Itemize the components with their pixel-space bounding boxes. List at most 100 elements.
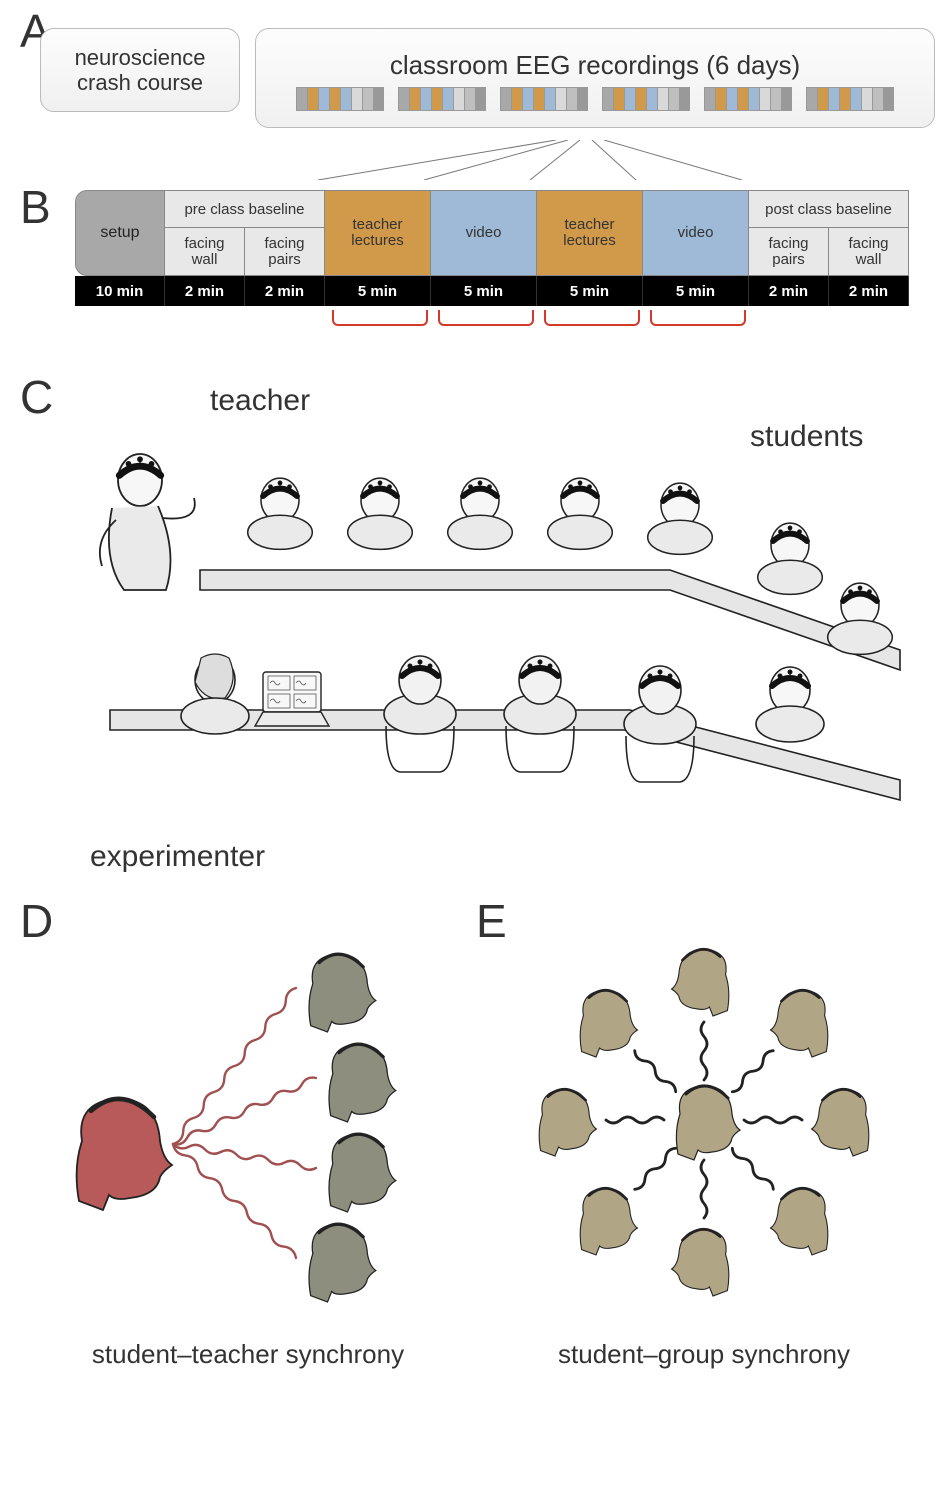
crash-course-line2: crash course xyxy=(77,70,203,95)
mini-segment xyxy=(577,87,588,111)
mini-day xyxy=(704,87,792,111)
questionnaire-bracket xyxy=(438,310,534,326)
mini-segment xyxy=(533,87,544,111)
duration-cell: 2 min xyxy=(165,276,245,306)
mini-segment xyxy=(883,87,894,111)
mini-segment xyxy=(544,87,555,111)
mini-segment xyxy=(431,87,442,111)
panel-label-d: D xyxy=(20,894,53,948)
eeg-recordings-box: classroom EEG recordings (6 days) xyxy=(255,28,935,128)
mini-segment xyxy=(373,87,384,111)
mini-segment xyxy=(726,87,737,111)
mini-segment xyxy=(511,87,522,111)
questionnaire-bracket xyxy=(544,310,640,326)
mini-segment xyxy=(872,87,883,111)
mini-segment xyxy=(555,87,566,111)
panel-de-row: D student–teacher synchrony E student–gr… xyxy=(20,900,932,1370)
panel-label-e: E xyxy=(476,894,507,948)
baseline-condition: facing wall xyxy=(829,228,908,275)
duration-cell: 5 min xyxy=(537,276,643,306)
segment-video: video xyxy=(431,190,537,276)
segment-video: video xyxy=(643,190,749,276)
mini-day xyxy=(296,87,384,111)
duration-cell: 5 min xyxy=(325,276,431,306)
time-row: 10 min2 min2 min5 min5 min5 min5 min2 mi… xyxy=(75,276,947,306)
mini-segment xyxy=(850,87,861,111)
mini-segment xyxy=(522,87,533,111)
mini-segment xyxy=(442,87,453,111)
duration-cell: 5 min xyxy=(643,276,749,306)
panel-e: E student–group synchrony xyxy=(476,900,932,1370)
segment-teacher-lectures: teacher lectures xyxy=(325,190,431,276)
mini-day xyxy=(500,87,588,111)
mini-segment xyxy=(307,87,318,111)
segment-teacher-lectures: teacher lectures xyxy=(537,190,643,276)
duration-cell: 2 min xyxy=(749,276,829,306)
panel-e-caption: student–group synchrony xyxy=(476,1339,932,1370)
baseline-condition: facing wall xyxy=(165,228,245,275)
baseline-header: post class baseline xyxy=(749,191,908,228)
mini-segment xyxy=(759,87,770,111)
panel-d-caption: student–teacher synchrony xyxy=(20,1339,476,1370)
session-sequence: setuppre class baselinefacing wallfacing… xyxy=(75,190,947,276)
mini-segment xyxy=(704,87,715,111)
questionnaire-bracket xyxy=(332,310,428,326)
panel-b: B setuppre class baselinefacing wallfaci… xyxy=(20,190,932,360)
classroom-drawing xyxy=(70,390,930,830)
mini-day xyxy=(398,87,486,111)
eeg-title: classroom EEG recordings (6 days) xyxy=(390,50,800,81)
mini-day xyxy=(806,87,894,111)
mini-segment xyxy=(806,87,817,111)
mini-segment xyxy=(409,87,420,111)
mini-segment xyxy=(668,87,679,111)
mini-segment xyxy=(635,87,646,111)
duration-cell: 2 min xyxy=(829,276,909,306)
mini-segment xyxy=(715,87,726,111)
mini-segment xyxy=(453,87,464,111)
mini-segment xyxy=(624,87,635,111)
mini-segment xyxy=(657,87,668,111)
student-teacher-synchrony-diagram xyxy=(38,930,458,1310)
mini-segment xyxy=(362,87,373,111)
mini-segment xyxy=(613,87,624,111)
mini-segment xyxy=(737,87,748,111)
mini-segment xyxy=(602,87,613,111)
mini-segment xyxy=(464,87,475,111)
panel-c: C teacher students experimenter xyxy=(20,380,932,890)
segment-setup: setup xyxy=(75,190,165,276)
baseline-header: pre class baseline xyxy=(165,191,324,228)
mini-segment xyxy=(318,87,329,111)
duration-cell: 2 min xyxy=(245,276,325,306)
mini-segment xyxy=(566,87,577,111)
mini-segment xyxy=(329,87,340,111)
mini-segment xyxy=(500,87,511,111)
mini-segment xyxy=(296,87,307,111)
duration-cell: 10 min xyxy=(75,276,165,306)
mini-day xyxy=(602,87,690,111)
mini-sequence-row xyxy=(296,87,894,111)
mini-segment xyxy=(817,87,828,111)
duration-cell: 5 min xyxy=(431,276,537,306)
mini-segment xyxy=(475,87,486,111)
segment-post-class-baseline: post class baselinefacing pairsfacing wa… xyxy=(749,190,909,276)
student-group-synchrony-diagram xyxy=(484,930,924,1310)
mini-segment xyxy=(748,87,759,111)
mini-segment xyxy=(770,87,781,111)
mini-segment xyxy=(781,87,792,111)
mini-segment xyxy=(398,87,409,111)
panel-label-c: C xyxy=(20,370,53,424)
mini-segment xyxy=(340,87,351,111)
baseline-condition: facing pairs xyxy=(749,228,829,275)
baseline-condition: facing pairs xyxy=(245,228,324,275)
mini-segment xyxy=(646,87,657,111)
mini-segment xyxy=(679,87,690,111)
mini-segment xyxy=(420,87,431,111)
experimenter-label: experimenter xyxy=(90,840,265,874)
mini-segment xyxy=(828,87,839,111)
panel-d: D student–teacher synchrony xyxy=(20,900,476,1370)
crash-course-box: neuroscience crash course xyxy=(40,28,240,112)
mini-segment xyxy=(839,87,850,111)
segment-pre-class-baseline: pre class baselinefacing wallfacing pair… xyxy=(165,190,325,276)
crash-course-line1: neuroscience xyxy=(75,45,206,70)
mini-segment xyxy=(351,87,362,111)
